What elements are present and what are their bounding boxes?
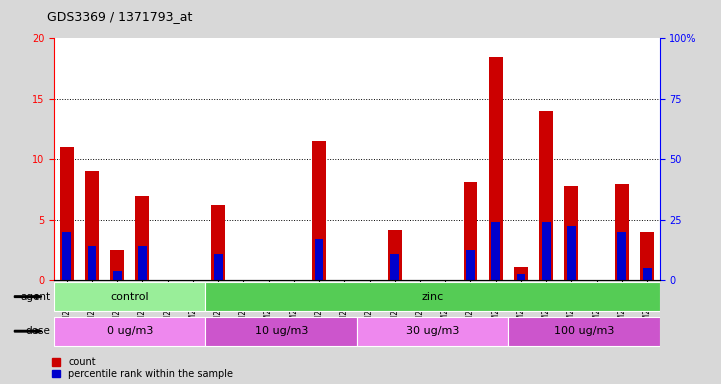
Bar <box>516 274 526 280</box>
Bar <box>87 247 97 280</box>
FancyBboxPatch shape <box>508 316 660 346</box>
Text: 30 ug/m3: 30 ug/m3 <box>406 326 459 336</box>
Bar <box>312 141 326 280</box>
Bar <box>539 111 553 280</box>
FancyBboxPatch shape <box>54 316 205 346</box>
Bar <box>466 250 475 280</box>
Text: zinc: zinc <box>422 291 443 302</box>
FancyBboxPatch shape <box>205 282 660 311</box>
Bar <box>640 232 654 280</box>
Bar <box>136 195 149 280</box>
Text: 100 ug/m3: 100 ug/m3 <box>554 326 614 336</box>
Bar <box>62 232 71 280</box>
Legend: count, percentile rank within the sample: count, percentile rank within the sample <box>52 357 234 379</box>
Bar <box>213 254 223 280</box>
Text: 0 ug/m3: 0 ug/m3 <box>107 326 153 336</box>
Bar <box>541 222 551 280</box>
Bar <box>314 239 324 280</box>
Bar <box>60 147 74 280</box>
Bar <box>388 230 402 280</box>
FancyBboxPatch shape <box>54 282 205 311</box>
Bar <box>390 254 399 280</box>
Text: dose: dose <box>25 326 50 336</box>
FancyBboxPatch shape <box>357 316 508 346</box>
Bar <box>565 186 578 280</box>
Bar <box>567 226 576 280</box>
Bar <box>514 267 528 280</box>
Text: GDS3369 / 1371793_at: GDS3369 / 1371793_at <box>47 10 193 23</box>
Bar <box>211 205 225 280</box>
Bar <box>642 268 652 280</box>
Bar <box>138 247 147 280</box>
Bar <box>489 56 503 280</box>
Text: control: control <box>110 291 149 302</box>
Bar <box>615 184 629 280</box>
Bar <box>85 171 99 280</box>
FancyBboxPatch shape <box>205 316 357 346</box>
Bar <box>110 250 124 280</box>
Text: agent: agent <box>20 291 50 302</box>
Bar <box>112 271 122 280</box>
Bar <box>464 182 477 280</box>
Bar <box>491 222 500 280</box>
Text: 10 ug/m3: 10 ug/m3 <box>255 326 308 336</box>
Bar <box>617 232 627 280</box>
